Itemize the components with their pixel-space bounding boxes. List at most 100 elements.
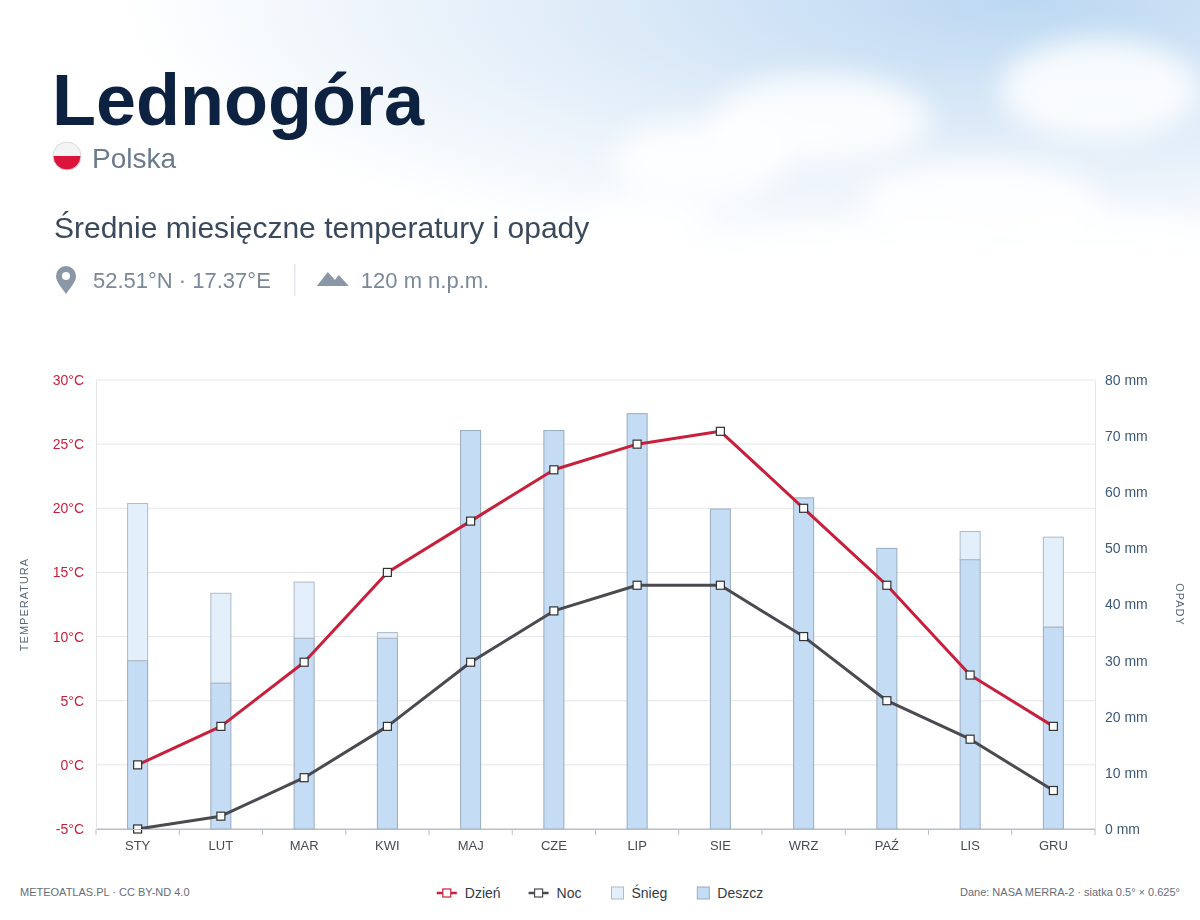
y-tick-label: 25°C <box>53 436 84 452</box>
sky-fade <box>0 250 1200 360</box>
x-axis: STYLUTMARKWIMAJCZELIPSIEWRZPAŹLISGRU <box>97 829 1096 853</box>
y-axis-line <box>96 381 97 830</box>
pin-hole <box>62 272 70 280</box>
marker <box>800 504 808 512</box>
marker <box>383 722 391 730</box>
y-tick: 10°C <box>53 629 96 645</box>
marker <box>1049 787 1057 795</box>
y2-tick-label: 30 mm <box>1105 653 1148 669</box>
y-tick: 25°C <box>53 436 96 452</box>
marker <box>383 568 391 576</box>
y2-tick-label: 40 mm <box>1105 596 1148 612</box>
bar-snow <box>877 548 897 549</box>
y2-tick: 10 mm <box>1095 765 1148 781</box>
marker <box>966 671 974 679</box>
y-tick-label: 15°C <box>53 564 84 580</box>
bar-rain <box>1043 627 1063 829</box>
x-tick: CZE <box>541 829 567 853</box>
legend-label: Deszcz <box>717 885 763 901</box>
y-tick: 0°C <box>61 757 97 773</box>
legend-swatch <box>697 887 709 899</box>
legend-item: Noc <box>529 885 582 901</box>
y2-tick: 70 mm <box>1095 428 1148 444</box>
x-tick: PAŹ <box>875 829 899 853</box>
bar-rain <box>461 431 481 829</box>
flag-red <box>53 156 81 170</box>
bar-snow <box>294 582 314 638</box>
y2-axis: 0 mm 10 mm 20 mm 30 mm 40 mm 50 mm 60 mm 70 mm 8… <box>1095 372 1148 837</box>
cloud <box>710 75 930 165</box>
legend: DzieńNocŚniegDeszcz <box>437 884 763 901</box>
marker <box>883 697 891 705</box>
mountain <box>317 272 349 286</box>
y2-axis-title: OPADY <box>1174 583 1186 626</box>
y2-tick: 0 mm <box>1095 821 1140 837</box>
legend-label: Noc <box>557 885 582 901</box>
marker <box>217 722 225 730</box>
y-tick: 15°C <box>53 564 96 580</box>
y2-tick: 80 mm <box>1095 372 1148 388</box>
chart: LednogóraPolskaŚrednie miesięczne temper… <box>0 0 1200 920</box>
marker <box>550 466 558 474</box>
legend-swatch <box>611 887 623 899</box>
x-tick-label: SIE <box>710 838 731 853</box>
marker <box>633 440 641 448</box>
lines <box>134 427 1058 833</box>
grid-line <box>96 508 1095 509</box>
grid-line <box>96 829 1095 830</box>
x-tick: MAJ <box>458 829 484 853</box>
bar-rain <box>377 638 397 829</box>
marker <box>550 607 558 615</box>
coordinates: 52.51°N · 17.37°E <box>93 268 271 293</box>
category-separator <box>96 829 97 835</box>
x-tick-label: PAŹ <box>875 838 899 853</box>
bar-snow <box>377 633 397 639</box>
marker <box>633 581 641 589</box>
y-tick-label: 10°C <box>53 629 84 645</box>
x-tick-label: LUT <box>209 838 234 853</box>
footer-source: METEOATLAS.PL · CC BY-ND 4.0 <box>20 886 190 898</box>
x-tick: MAR <box>290 829 319 853</box>
flag <box>53 142 81 170</box>
pin-icon <box>56 266 76 294</box>
y-axis: -5°C0°C5°C10°C15°C20°C25°C30°C <box>53 372 97 837</box>
y2-tick-label: 80 mm <box>1105 372 1148 388</box>
bar-rain <box>877 548 897 829</box>
x-axis-line <box>97 829 1096 830</box>
y2-tick: 40 mm <box>1095 596 1148 612</box>
bar-rain <box>794 498 814 829</box>
x-tick: STY <box>125 829 151 853</box>
x-tick-label: MAJ <box>458 838 484 853</box>
y-tick-label: 30°C <box>53 372 84 388</box>
y2-tick-label: 70 mm <box>1105 428 1148 444</box>
y2-tick-label: 50 mm <box>1105 540 1148 556</box>
y2-tick-label: 20 mm <box>1105 709 1148 725</box>
grid-line <box>96 444 1095 445</box>
y-tick: -5°C <box>56 821 96 837</box>
x-tick-label: WRZ <box>789 838 819 853</box>
marker <box>300 774 308 782</box>
x-tick: WRZ <box>789 829 819 853</box>
x-tick-label: KWI <box>375 838 400 853</box>
y2-axis-line <box>1095 381 1096 830</box>
x-tick-label: CZE <box>541 838 567 853</box>
bar-rain <box>960 560 980 829</box>
bar-snow <box>128 503 148 660</box>
grid-line <box>96 380 1095 381</box>
plot-area <box>128 414 1064 833</box>
marker <box>800 633 808 641</box>
grid-line <box>96 572 1095 573</box>
y2-tick-label: 10 mm <box>1105 765 1148 781</box>
mountain-icon <box>317 272 349 286</box>
y-tick-label: -5°C <box>56 821 84 837</box>
bar-snow <box>627 413 647 414</box>
category-separators <box>96 829 1095 835</box>
flag-white <box>53 142 81 156</box>
marker <box>883 581 891 589</box>
grid-line <box>96 700 1095 701</box>
y2-tick: 60 mm <box>1095 484 1148 500</box>
y2-tick-label: 0 mm <box>1105 821 1140 837</box>
marker <box>217 812 225 820</box>
legend-item: Dzień <box>437 885 501 901</box>
y-tick-label: 20°C <box>53 500 84 516</box>
